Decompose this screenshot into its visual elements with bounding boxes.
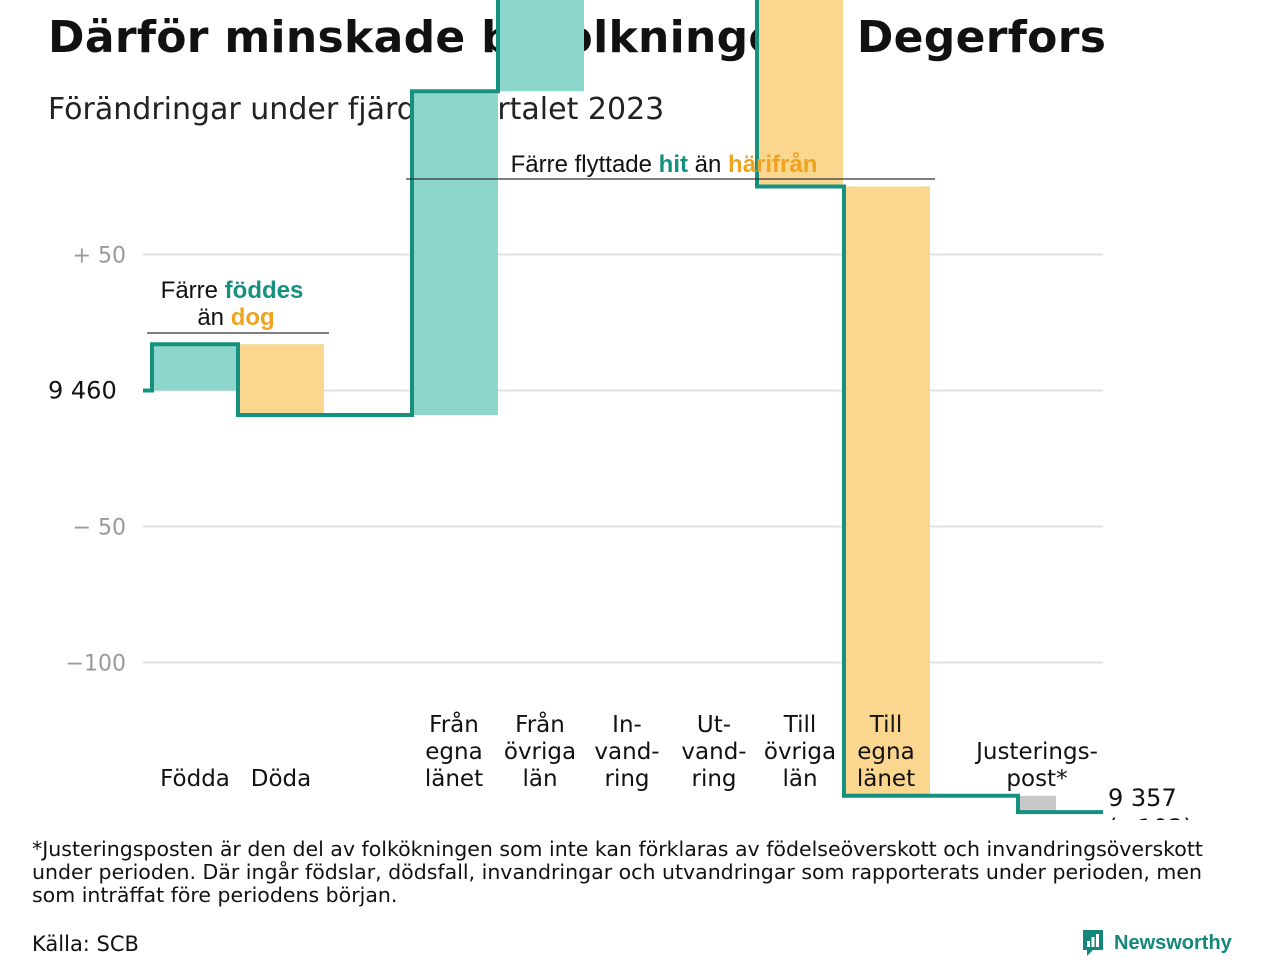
waterfall-bar bbox=[1018, 795, 1056, 813]
end-value-label: 9 357 bbox=[1108, 784, 1177, 812]
waterfall-bar bbox=[238, 344, 324, 415]
annotation-text: än bbox=[688, 151, 728, 178]
births-annotation-line1: Färre föddes bbox=[161, 277, 304, 304]
x-category-label: Från övriga län bbox=[504, 710, 576, 792]
newsworthy-icon bbox=[1083, 930, 1103, 956]
start-value-label: 9 460 bbox=[48, 377, 117, 405]
waterfall-bar bbox=[152, 344, 238, 391]
annotation-highlight: hit bbox=[659, 151, 688, 178]
annotation-text: än bbox=[197, 304, 230, 331]
annotation-text: Färre flyttade bbox=[511, 151, 659, 178]
waterfall-chart: + 50 − 50 −100 9 460 9 357 (−103) Färre födde… bbox=[48, 0, 1193, 820]
x-category-label: In-vand-ring bbox=[594, 712, 659, 792]
source-label: Källa: SCB bbox=[32, 932, 139, 956]
x-category-label: Döda bbox=[251, 766, 311, 792]
end-change-label: (−103) bbox=[1108, 814, 1193, 820]
brand-logo[interactable]: Newsworthy bbox=[1080, 928, 1232, 958]
x-category-label: Födda bbox=[160, 766, 230, 792]
brand-name: Newsworthy bbox=[1114, 931, 1232, 954]
cumulative-step-line bbox=[143, 0, 1103, 815]
y-tick-label: + 50 bbox=[73, 244, 126, 269]
waterfall-bar bbox=[498, 0, 584, 92]
x-category-label: Från egna länet bbox=[425, 710, 483, 792]
births-annotation-line2: än dog bbox=[197, 304, 274, 331]
y-tick-label: − 50 bbox=[73, 516, 126, 541]
waterfall-bar bbox=[844, 186, 930, 796]
moves-annotation: Färre flyttade hit än härifrån bbox=[511, 151, 818, 178]
x-category-label: Justerings-post* bbox=[974, 739, 1098, 792]
annotation-text: Färre bbox=[161, 277, 225, 304]
annotation-highlight: härifrån bbox=[728, 151, 817, 178]
annotation-highlight: dog bbox=[231, 304, 275, 331]
x-category-label: Till övriga län bbox=[764, 712, 836, 792]
chart-subtitle: Förändringar under fjärde kvartalet 2023 bbox=[48, 92, 665, 127]
y-tick-label: −100 bbox=[66, 652, 126, 677]
footnote: *Justeringsposten är den del av folkökni… bbox=[32, 837, 1203, 907]
x-category-label: Till egna länet bbox=[857, 712, 915, 792]
annotation-highlight: föddes bbox=[225, 277, 304, 304]
waterfall-bar bbox=[757, 0, 843, 187]
x-category-label: Ut-vand-ring bbox=[681, 712, 746, 792]
waterfall-bar bbox=[412, 91, 498, 415]
